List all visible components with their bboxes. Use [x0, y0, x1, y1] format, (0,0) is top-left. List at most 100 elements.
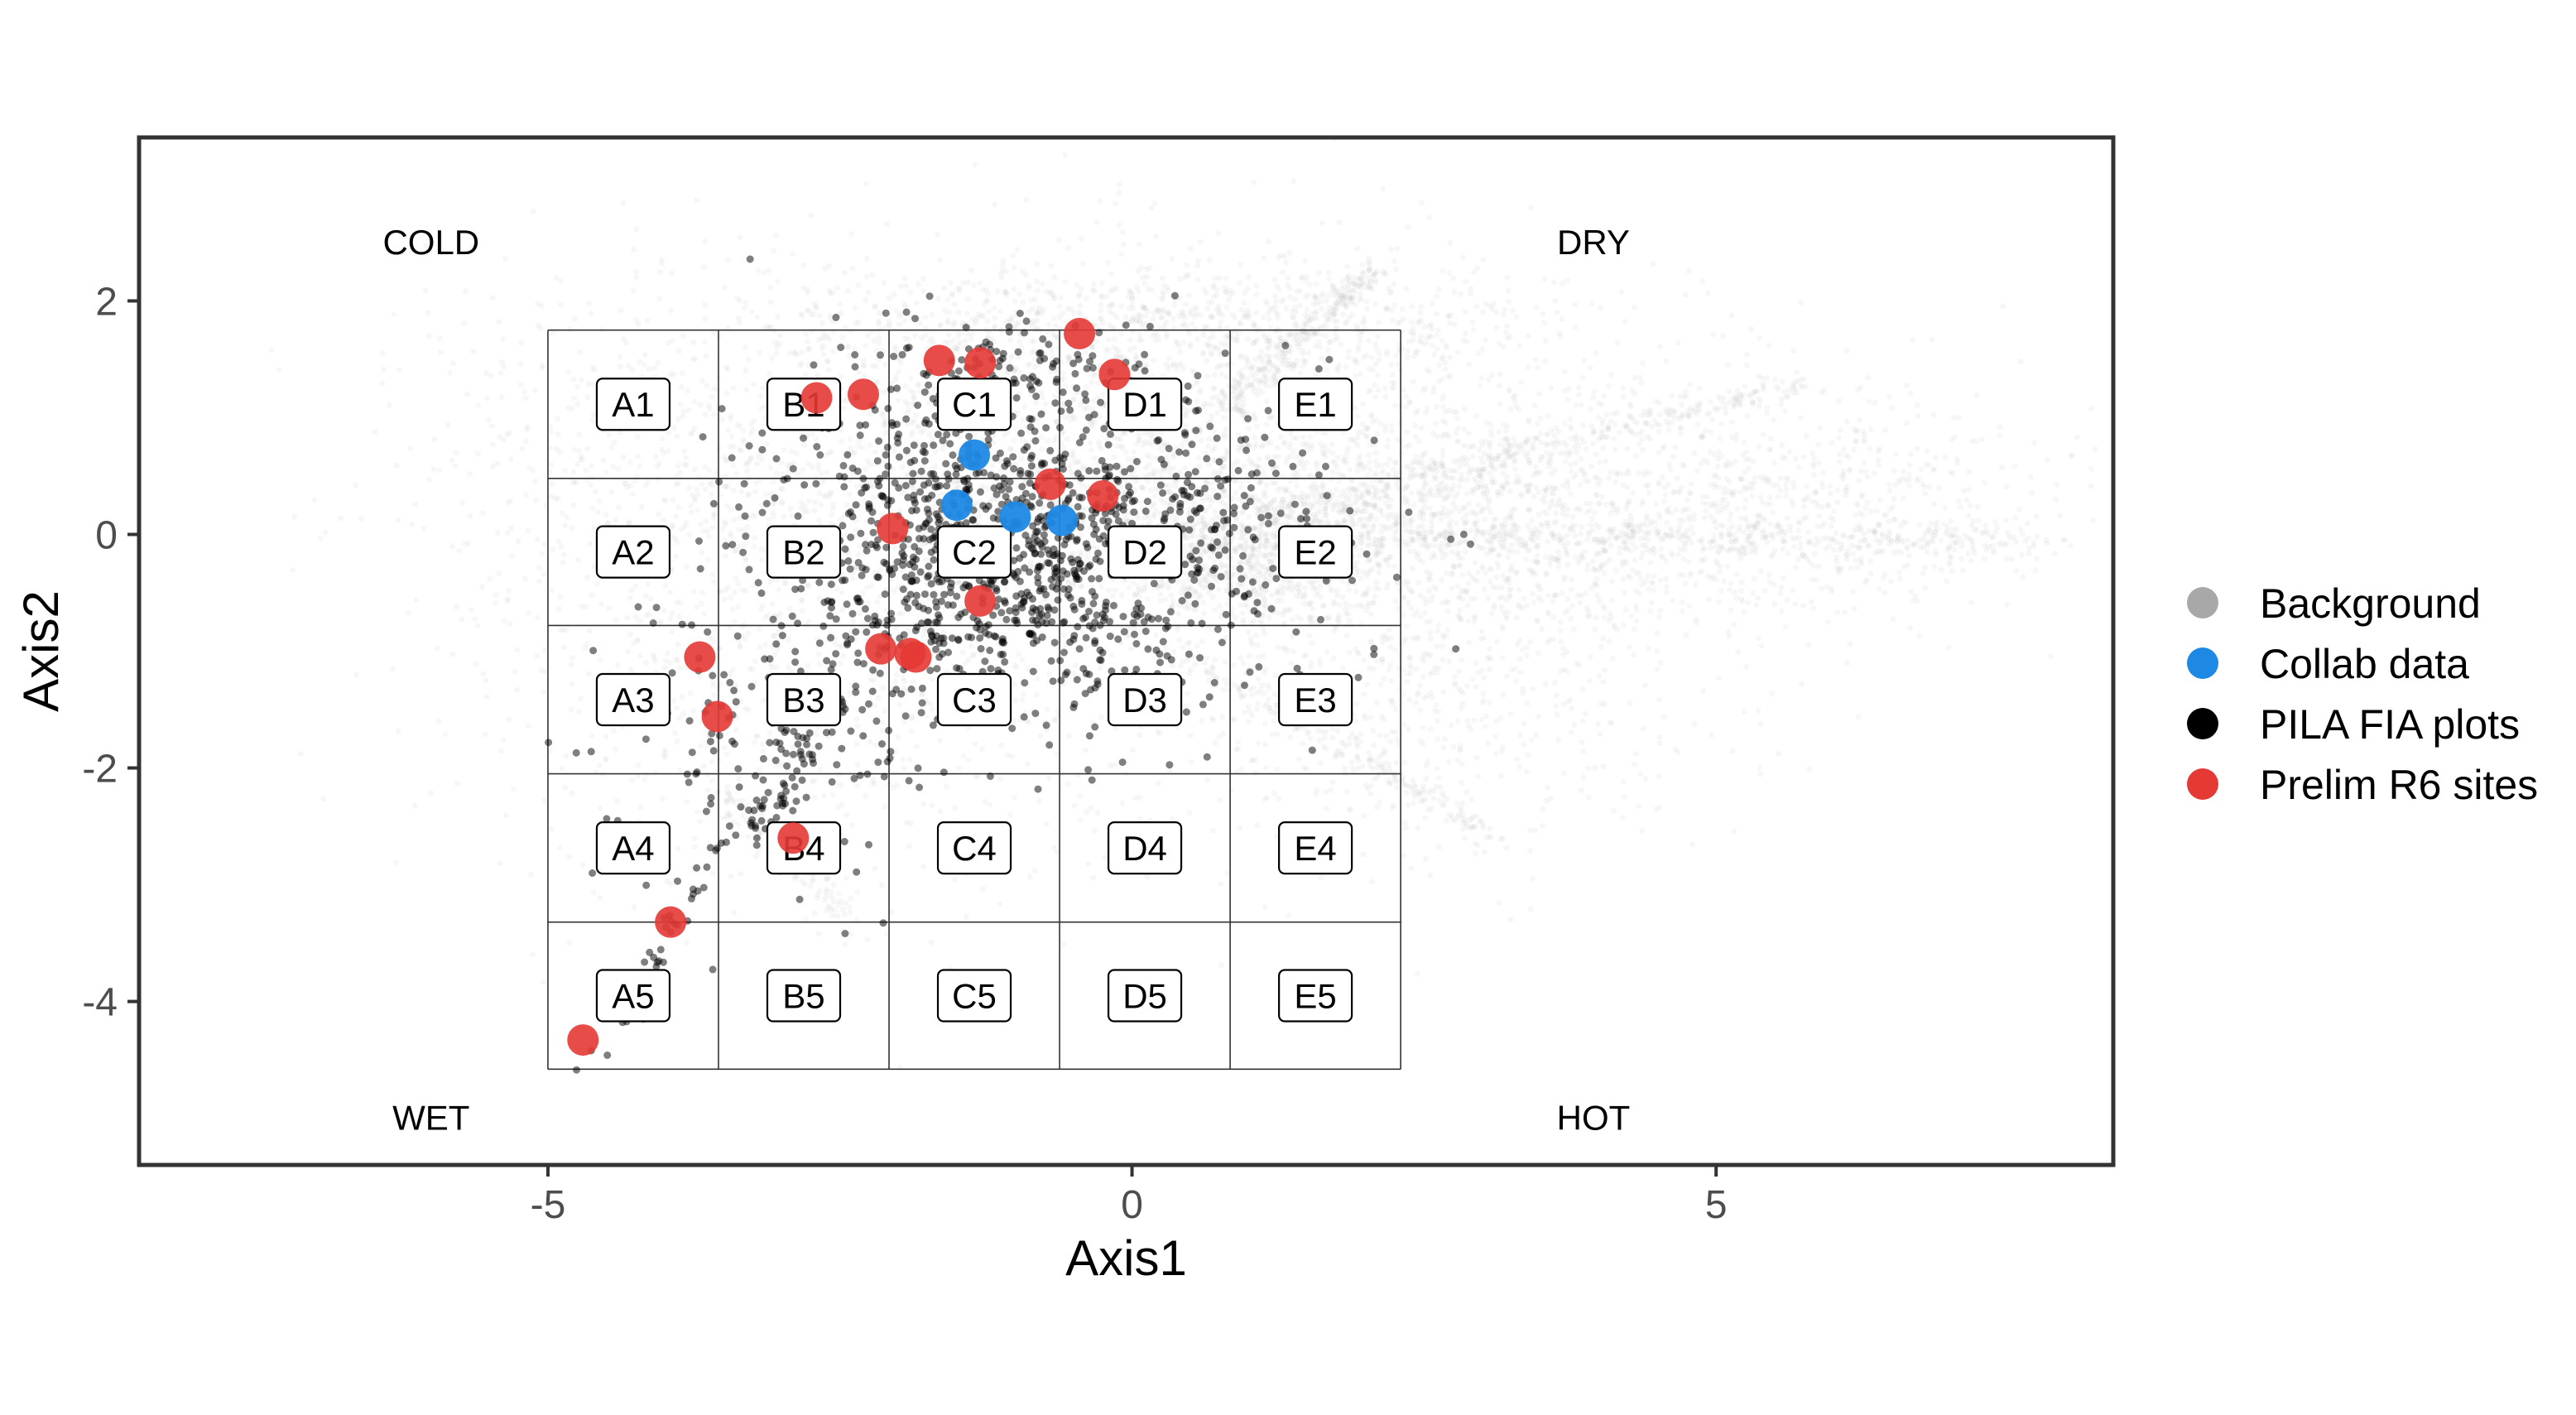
background-point-3604 [1283, 460, 1290, 465]
background-point-583 [1611, 411, 1617, 417]
background-point-4821 [735, 315, 742, 321]
background-point-1221 [727, 444, 733, 450]
background-point-2243 [1712, 484, 1718, 491]
background-point-1312 [1354, 467, 1361, 474]
background-point-3702 [579, 862, 586, 869]
background-point-3468 [1574, 592, 1581, 599]
background-point-934 [1316, 339, 1323, 345]
background-point-4609 [353, 671, 359, 678]
background-point-2094 [891, 588, 897, 594]
background-point-4558 [611, 439, 618, 445]
background-point-2981 [1724, 362, 1731, 368]
background-point-4677 [1414, 970, 1420, 977]
background-point-3575 [1608, 510, 1614, 517]
background-point-54 [1218, 371, 1225, 378]
background-point-1964 [1424, 335, 1430, 342]
background-point-2310 [1507, 488, 1513, 494]
background-point-2067 [953, 347, 959, 354]
background-point-199 [913, 412, 920, 419]
background-point-1864 [902, 383, 909, 390]
background-point-2249 [1574, 449, 1580, 455]
background-point-4163 [906, 756, 913, 763]
background-point-2214 [1470, 489, 1476, 496]
background-point-4066 [745, 630, 752, 637]
background-point-4670 [526, 610, 532, 617]
background-point-2155 [1450, 500, 1457, 507]
background-point-4425 [687, 690, 694, 696]
background-point-750 [1325, 447, 1332, 454]
background-point-1983 [737, 446, 743, 453]
background-point-211 [1405, 348, 1411, 354]
background-point-823 [1113, 443, 1120, 450]
background-point-2381 [1906, 483, 1913, 489]
background-point-3674 [1537, 415, 1544, 421]
background-point-1210 [1118, 251, 1125, 257]
background-point-1252 [1435, 378, 1442, 385]
background-point-4084 [848, 822, 855, 828]
background-point-2104 [1246, 426, 1252, 432]
background-point-3482 [1679, 608, 1685, 614]
background-point-4618 [811, 777, 818, 784]
background-point-3529 [1933, 455, 1939, 461]
background-point-2258 [1393, 521, 1400, 527]
background-point-1544 [1197, 387, 1204, 393]
background-point-2873 [1212, 607, 1218, 613]
background-point-472 [954, 478, 960, 484]
background-point-4378 [569, 790, 575, 797]
background-point-1616 [1099, 320, 1106, 325]
background-point-2228 [1454, 583, 1461, 590]
background-point-3749 [1068, 469, 1074, 475]
background-point-1701 [1391, 515, 1397, 522]
background-point-10 [675, 479, 681, 486]
background-point-3116 [1606, 474, 1612, 481]
background-point-4467 [711, 691, 717, 698]
background-point-890 [1083, 296, 1089, 302]
background-point-864 [1403, 403, 1409, 410]
background-point-4556 [872, 703, 878, 709]
background-point-1834 [1294, 435, 1300, 441]
background-point-3672 [1564, 506, 1571, 513]
background-point-1123 [1052, 334, 1059, 340]
background-point-1234 [1287, 508, 1294, 514]
background-point-1195 [1333, 288, 1339, 294]
background-point-2065 [801, 442, 808, 449]
background-point-2151 [1105, 259, 1112, 266]
background-point-516 [1861, 436, 1867, 443]
background-point-2113 [1334, 455, 1341, 461]
background-point-4250 [589, 417, 596, 424]
background-point-954 [1546, 464, 1553, 469]
background-point-1280 [1536, 584, 1542, 590]
background-point-356 [1336, 362, 1343, 368]
background-point-3523 [1504, 474, 1511, 480]
background-point-3478 [1496, 383, 1502, 389]
background-point-167 [1426, 323, 1433, 330]
background-point-4693 [667, 660, 673, 667]
background-point-1633 [1204, 324, 1210, 330]
background-point-2027 [1138, 313, 1145, 320]
background-point-4581 [691, 844, 698, 850]
background-point-1988 [1136, 594, 1142, 600]
background-point-4801 [1253, 310, 1260, 316]
background-point-1957 [1375, 549, 1382, 556]
background-point-3353 [1449, 570, 1455, 576]
background-point-244 [764, 323, 771, 330]
background-point-975 [1197, 389, 1204, 396]
background-point-985 [1026, 308, 1032, 315]
background-point-1803 [1087, 440, 1093, 446]
background-point-1858 [1414, 320, 1420, 326]
background-point-1866 [1576, 384, 1582, 391]
background-point-3081 [1387, 627, 1392, 633]
background-point-97 [1442, 534, 1448, 541]
background-point-4298 [765, 612, 771, 618]
background-point-862 [1081, 406, 1088, 412]
background-point-2097 [1508, 586, 1515, 592]
background-point-1459 [1326, 339, 1333, 345]
background-point-2721 [1376, 570, 1382, 576]
background-point-3780 [821, 493, 828, 499]
background-point-3530 [1349, 436, 1356, 443]
background-point-187 [1348, 517, 1355, 523]
background-point-1300 [1276, 368, 1282, 375]
background-point-1246 [1345, 348, 1352, 354]
background-point-190 [1116, 349, 1122, 355]
background-point-3387 [1728, 607, 1734, 614]
